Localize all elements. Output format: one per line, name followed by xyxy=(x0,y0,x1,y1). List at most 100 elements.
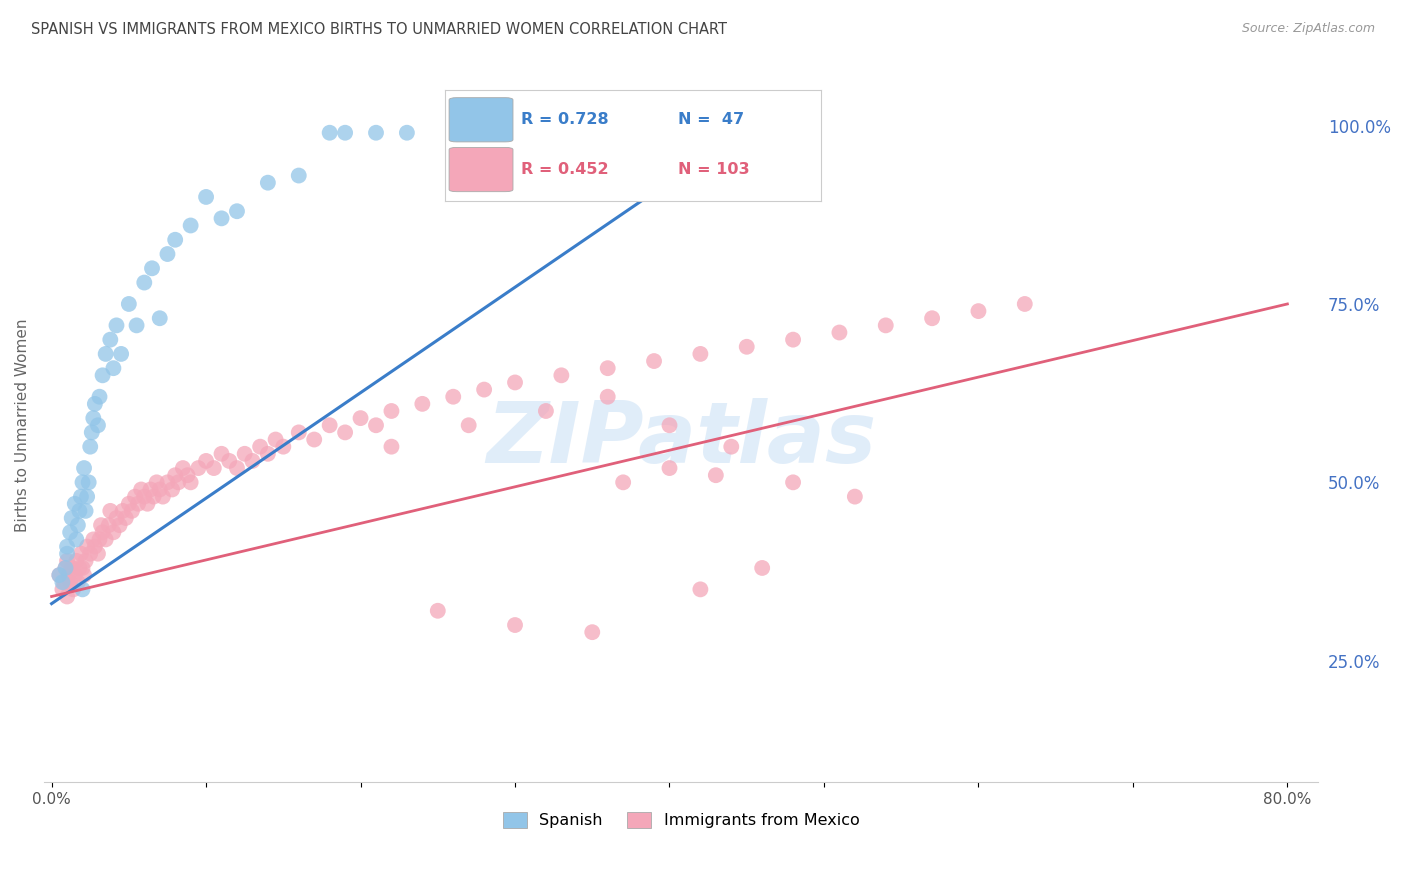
Point xyxy=(89,390,111,404)
Point xyxy=(156,475,179,490)
Point xyxy=(441,390,464,404)
Point xyxy=(77,475,100,490)
Point xyxy=(129,483,152,497)
Text: Source: ZipAtlas.com: Source: ZipAtlas.com xyxy=(1241,22,1375,36)
Point xyxy=(51,582,73,597)
Point xyxy=(72,561,94,575)
Point xyxy=(226,461,249,475)
Point xyxy=(83,540,105,554)
Point xyxy=(411,397,433,411)
Point xyxy=(103,361,125,376)
Point xyxy=(751,561,773,575)
Point xyxy=(195,454,218,468)
Point xyxy=(264,433,287,447)
Point xyxy=(596,390,619,404)
Point xyxy=(160,483,183,497)
Point xyxy=(226,204,249,219)
Point xyxy=(111,504,134,518)
Point xyxy=(134,276,156,290)
Point xyxy=(114,511,136,525)
Point xyxy=(211,211,233,226)
Point xyxy=(380,404,402,418)
Point xyxy=(108,518,131,533)
Point xyxy=(875,318,897,333)
Point xyxy=(82,411,104,425)
Point xyxy=(52,575,75,590)
Point xyxy=(55,561,77,575)
Point xyxy=(581,625,603,640)
Point xyxy=(118,497,141,511)
Point xyxy=(364,418,387,433)
Point xyxy=(67,561,90,575)
Point xyxy=(70,547,93,561)
Point xyxy=(58,568,80,582)
Point xyxy=(149,311,172,326)
Point xyxy=(105,511,128,525)
Point xyxy=(136,497,159,511)
Point xyxy=(472,383,495,397)
Point xyxy=(48,568,70,582)
Legend: Spanish, Immigrants from Mexico: Spanish, Immigrants from Mexico xyxy=(496,805,866,835)
Point xyxy=(73,461,96,475)
Point xyxy=(249,440,271,454)
Point xyxy=(921,311,943,326)
Point xyxy=(72,475,94,490)
Point xyxy=(596,361,619,376)
Point xyxy=(333,425,356,440)
Point xyxy=(56,554,79,568)
Point xyxy=(333,126,356,140)
Point xyxy=(75,504,97,518)
Point xyxy=(165,468,187,483)
Point xyxy=(704,468,727,483)
Point xyxy=(172,461,194,475)
Point xyxy=(56,540,79,554)
Point xyxy=(110,347,132,361)
Point xyxy=(91,368,114,383)
Point xyxy=(211,447,233,461)
Point xyxy=(612,475,634,490)
Point xyxy=(534,404,557,418)
Point xyxy=(380,440,402,454)
Point xyxy=(63,497,86,511)
Point xyxy=(105,318,128,333)
Point xyxy=(145,475,167,490)
Point xyxy=(287,169,309,183)
Point xyxy=(90,518,112,533)
Point xyxy=(125,318,148,333)
Point xyxy=(139,483,162,497)
Point xyxy=(318,126,340,140)
Point xyxy=(828,326,851,340)
Point xyxy=(503,376,526,390)
Point xyxy=(48,568,70,582)
Point xyxy=(257,447,280,461)
Point xyxy=(80,425,103,440)
Point xyxy=(87,418,110,433)
Point xyxy=(70,490,93,504)
Point xyxy=(72,582,94,597)
Point xyxy=(165,233,187,247)
Point xyxy=(51,575,73,590)
Point xyxy=(56,590,79,604)
Point xyxy=(395,126,418,140)
Point xyxy=(152,490,174,504)
Point xyxy=(73,568,96,582)
Point xyxy=(127,497,149,511)
Point xyxy=(273,440,295,454)
Point xyxy=(503,618,526,632)
Point xyxy=(97,518,120,533)
Point xyxy=(59,575,82,590)
Point xyxy=(967,304,990,318)
Point xyxy=(180,475,202,490)
Point xyxy=(94,347,117,361)
Point xyxy=(75,554,97,568)
Point xyxy=(735,340,758,354)
Point xyxy=(287,425,309,440)
Point xyxy=(457,418,479,433)
Point xyxy=(76,540,98,554)
Point xyxy=(167,475,190,490)
Point xyxy=(149,483,172,497)
Point xyxy=(66,575,89,590)
Point xyxy=(79,547,101,561)
Point xyxy=(318,418,340,433)
Point xyxy=(60,561,83,575)
